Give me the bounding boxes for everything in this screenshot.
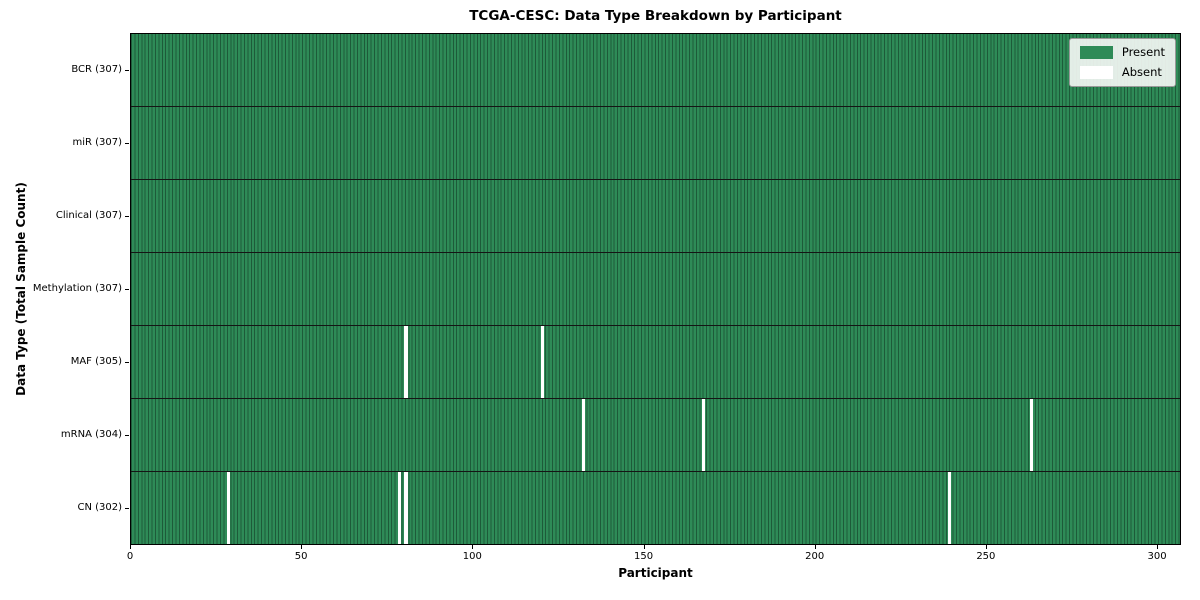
x-tick-label-150: 150 [633, 551, 654, 562]
x-tick-label-0: 0 [126, 551, 134, 562]
absent-stripe [582, 399, 586, 471]
present-swatch [1079, 46, 1113, 59]
absent-stripe [701, 399, 706, 471]
plot-area [130, 33, 1181, 545]
absent-stripe [404, 326, 408, 398]
heatmap-row-cn [131, 471, 1180, 544]
x-tick-mark [814, 545, 816, 549]
x-tick-label-100: 100 [462, 551, 482, 562]
x-axis-label: Participant [618, 566, 693, 580]
legend: Present Absent [1068, 38, 1176, 87]
heatmap-row-methylation [131, 252, 1180, 325]
absent-swatch [1079, 66, 1113, 79]
y-tick-label-clinical: Clinical (307) [55, 209, 122, 221]
legend-entry-present: Present [1079, 45, 1165, 59]
absent-stripe [541, 326, 545, 398]
heatmap-row-bcr [131, 34, 1180, 106]
absent-stripe [1029, 399, 1034, 471]
absent-stripe [397, 472, 401, 544]
y-tick-label-methylation: Methylation (307) [32, 283, 122, 294]
y-tick-label-maf: MAF (305) [70, 356, 122, 368]
y-tick-mark [125, 142, 129, 144]
legend-label-present: Present [1121, 45, 1165, 59]
y-tick-mark [125, 362, 129, 364]
absent-stripe [947, 472, 952, 544]
x-tick-label-250: 250 [976, 551, 996, 562]
x-tick-mark [130, 545, 131, 549]
y-tick-mark [125, 508, 129, 510]
y-tick-label-mrna: mRNA (304) [60, 429, 122, 441]
x-tick-mark [643, 545, 645, 549]
heatmap-row-mir [131, 106, 1180, 179]
y-tick-mark [125, 289, 129, 290]
x-tick-mark [472, 545, 474, 549]
heatmap-row-maf [131, 325, 1180, 398]
y-tick-mark [125, 435, 129, 437]
chart-title: TCGA-CESC: Data Type Breakdown by Partic… [469, 8, 842, 24]
absent-stripe [226, 472, 231, 544]
legend-entry-absent: Absent [1079, 65, 1165, 79]
x-tick-mark [301, 545, 303, 549]
x-tick-label-300: 300 [1147, 551, 1167, 562]
heatmap-row-mrna [131, 398, 1180, 471]
y-tick-label-mir: miR (307) [72, 136, 122, 148]
y-tick-mark [125, 215, 129, 217]
y-tick-label-bcr: BCR (307) [71, 63, 122, 75]
x-tick-mark [1157, 545, 1159, 549]
absent-stripe [404, 472, 408, 544]
x-tick-label-200: 200 [805, 551, 825, 562]
legend-label-absent: Absent [1121, 65, 1162, 79]
y-tick-mark [125, 69, 129, 71]
heatmap-row-clinical [131, 179, 1180, 252]
x-tick-label-50: 50 [294, 551, 308, 562]
y-tick-label-cn: CN (302) [77, 502, 122, 514]
x-tick-mark [985, 545, 987, 549]
